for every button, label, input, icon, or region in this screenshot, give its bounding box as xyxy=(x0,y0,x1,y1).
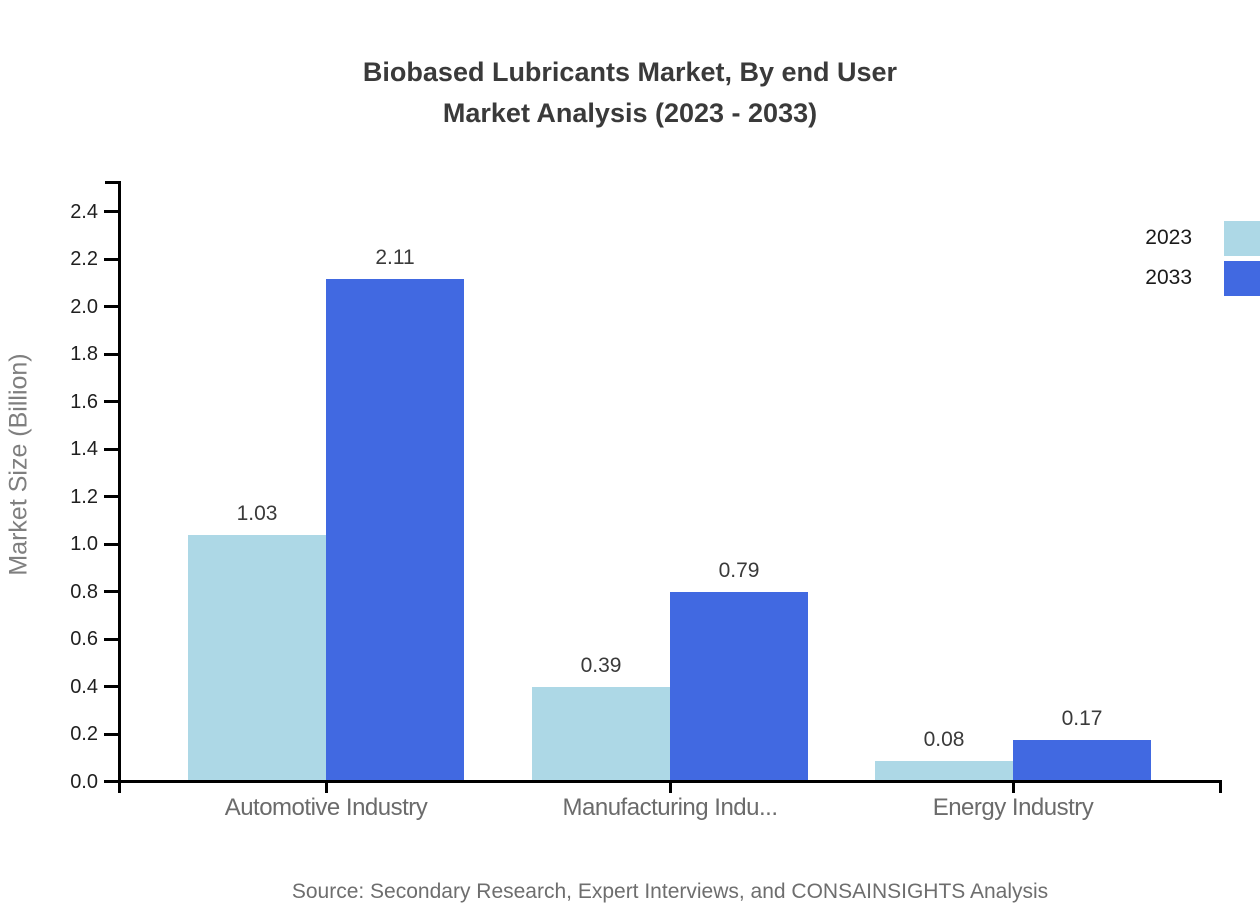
x-category-label: Automotive Industry xyxy=(224,794,428,821)
y-tick xyxy=(104,732,118,736)
y-tick-label: 1.4 xyxy=(70,438,98,460)
x-axis-line xyxy=(116,780,1222,783)
chart-title-line1: Biobased Lubricants Market, By end User xyxy=(362,57,898,87)
legend-item: 2023 xyxy=(1145,220,1260,256)
bar-value-label: 0.39 xyxy=(580,654,622,677)
x-tick xyxy=(1011,783,1015,793)
y-tick-label: 1.6 xyxy=(70,390,98,413)
y-tick xyxy=(104,685,118,688)
bar-value-label: 0.79 xyxy=(718,559,760,582)
legend-item: 2033 xyxy=(1145,260,1260,296)
y-tick xyxy=(104,352,118,356)
legend-swatch xyxy=(1224,220,1260,256)
legend-swatch xyxy=(1224,260,1260,296)
y-axis-line xyxy=(118,181,121,793)
y-tick xyxy=(104,257,118,261)
bar-2033-2 xyxy=(1013,740,1151,780)
y-tick-label: 1.2 xyxy=(70,485,98,508)
legend: 2023 2033 xyxy=(1145,220,1260,296)
x-tick xyxy=(668,783,672,793)
y-tick xyxy=(104,495,118,498)
y-tick-label: 1.0 xyxy=(70,533,98,555)
y-tick xyxy=(104,542,118,546)
y-axis-title: Market Size (Billion) xyxy=(4,353,33,576)
bar-2033-0 xyxy=(326,279,464,780)
y-tick xyxy=(104,400,118,403)
chart-title-line2: Market Analysis (2023 - 2033) xyxy=(442,98,818,128)
bar-2023-2 xyxy=(875,761,1013,780)
x-axis-end-cap xyxy=(1219,780,1222,793)
bar-2023-1 xyxy=(532,687,670,780)
y-axis-top-cap xyxy=(105,181,118,184)
y-tick-label: 1.8 xyxy=(70,343,98,365)
y-tick-label: 0.0 xyxy=(70,770,98,793)
bar-value-label: 2.11 xyxy=(375,246,415,269)
y-tick-label: 2.4 xyxy=(70,200,98,223)
bar-value-label: 0.17 xyxy=(1061,707,1103,730)
legend-label: 2023 xyxy=(1145,226,1192,249)
y-tick xyxy=(104,780,118,783)
bar-2023-0 xyxy=(188,535,326,780)
y-tick xyxy=(104,590,118,593)
y-tick-label: 0.4 xyxy=(70,675,98,698)
y-tick-label: 0.6 xyxy=(70,628,98,650)
y-tick xyxy=(104,305,118,308)
y-tick xyxy=(104,637,118,641)
y-tick-label: 2.0 xyxy=(70,295,98,318)
bar-value-label: 0.08 xyxy=(923,728,965,751)
x-category-label: Manufacturing Indu... xyxy=(562,794,778,821)
bar-value-label: 1.03 xyxy=(236,502,278,525)
x-category-label: Energy Industry xyxy=(932,794,1094,821)
y-tick xyxy=(104,210,118,213)
source-note: Source: Secondary Research, Expert Inter… xyxy=(291,880,1049,903)
y-tick-label: 0.8 xyxy=(70,580,98,603)
chart-title: Biobased Lubricants Market, By end User … xyxy=(0,52,1260,134)
legend-label: 2033 xyxy=(1145,266,1192,289)
x-tick xyxy=(324,783,328,793)
y-tick xyxy=(104,447,118,451)
y-tick-label: 2.2 xyxy=(70,248,98,270)
bar-2033-1 xyxy=(670,592,808,780)
y-tick-label: 0.2 xyxy=(70,723,98,745)
